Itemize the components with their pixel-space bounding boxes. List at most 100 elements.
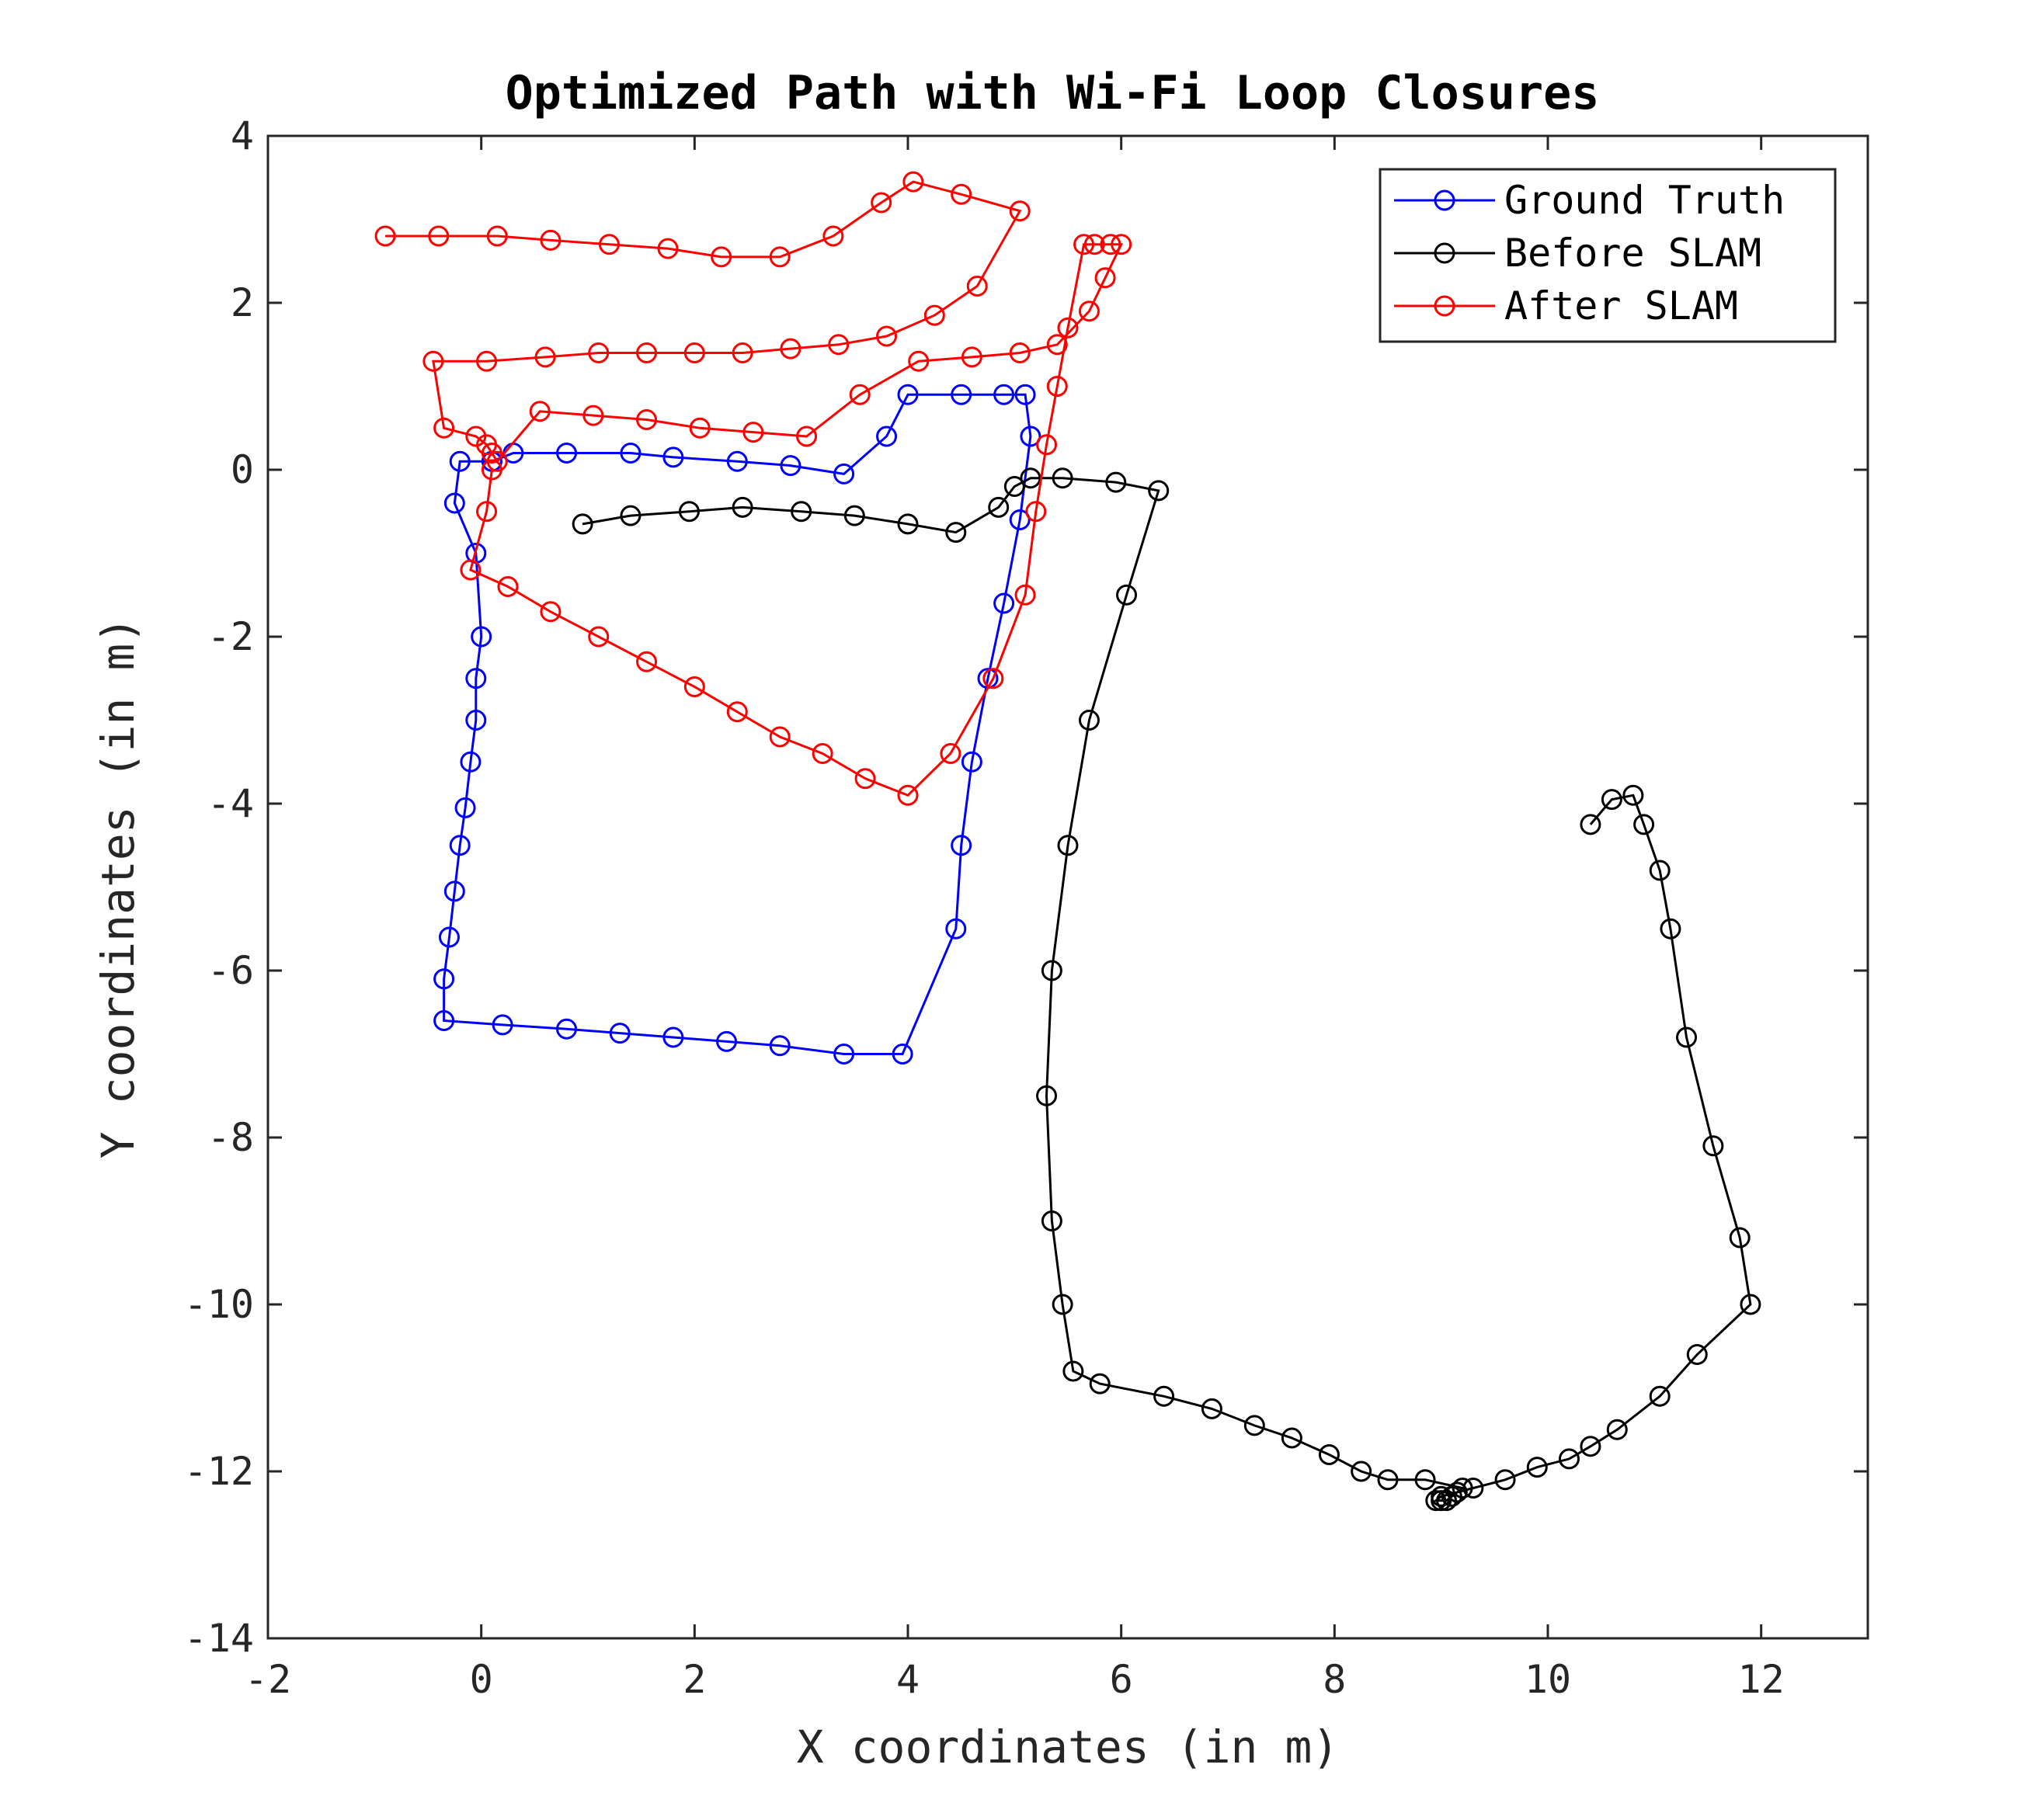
- data-point-before-slam: [1105, 471, 1127, 493]
- series-line-ground-truth: [443, 393, 1032, 1055]
- data-point-before-slam: [1020, 467, 1041, 489]
- data-point-after-slam: [1094, 267, 1116, 289]
- data-point-after-slam: [598, 234, 620, 255]
- data-point-ground-truth: [449, 450, 471, 472]
- plot-area: -2 0 2 4 6 8 10 12 -14 -12 -10 -8 -6 -4 -2 0 2 4: [184, 113, 1869, 1702]
- data-point-after-slam: [588, 342, 610, 363]
- data-point-before-slam: [1649, 1385, 1671, 1407]
- data-point-after-slam: [497, 576, 519, 597]
- data-point-before-slam: [1425, 1490, 1447, 1512]
- data-point-ground-truth: [726, 450, 748, 472]
- y-tick-label: -2: [207, 614, 254, 659]
- data-point-before-slam: [1052, 1294, 1073, 1315]
- data-point-before-slam: [1436, 1490, 1458, 1512]
- data-point-before-slam: [1740, 1294, 1761, 1315]
- data-point-before-slam: [1351, 1461, 1372, 1482]
- legend: Ground Truth Before SLAM After SLAM: [1379, 168, 1837, 343]
- data-point-before-slam: [1041, 960, 1062, 981]
- data-point-before-slam: [1041, 1210, 1062, 1231]
- data-point-after-slam: [433, 417, 455, 439]
- data-point-after-slam: [961, 346, 982, 368]
- data-point-after-slam: [854, 768, 876, 790]
- data-point-before-slam: [572, 513, 593, 535]
- data-point-before-slam: [1660, 918, 1681, 940]
- legend-item-ground-truth: Ground Truth: [1394, 178, 1785, 223]
- legend-label: Ground Truth: [1504, 178, 1785, 223]
- data-point-after-slam: [1014, 584, 1036, 606]
- data-point-before-slam: [843, 505, 865, 526]
- data-point-before-slam: [1580, 814, 1601, 835]
- x-tick-label: 2: [683, 1657, 706, 1702]
- data-point-before-slam: [988, 496, 1010, 518]
- data-point-after-slam: [897, 784, 919, 806]
- data-point-after-slam: [529, 401, 551, 422]
- data-point-after-slam: [1073, 234, 1095, 255]
- data-point-ground-truth: [662, 446, 684, 468]
- x-tick-label: -2: [245, 1657, 291, 1702]
- data-point-ground-truth: [443, 492, 465, 514]
- legend-item-before-slam: Before SLAM: [1394, 231, 1761, 276]
- legend-marker: [1434, 189, 1455, 211]
- data-point-after-slam: [908, 350, 930, 372]
- data-point-after-slam: [1046, 376, 1068, 397]
- data-point-after-slam: [849, 384, 871, 405]
- data-point-ground-truth: [1014, 384, 1036, 405]
- y-tick-label: -6: [207, 948, 254, 993]
- data-point-before-slam: [1526, 1457, 1548, 1478]
- data-point-before-slam: [1729, 1227, 1751, 1249]
- data-point-after-slam: [732, 342, 753, 363]
- data-point-before-slam: [1052, 467, 1073, 489]
- data-point-ground-truth: [945, 918, 967, 940]
- data-point-before-slam: [1462, 1478, 1484, 1499]
- data-point-after-slam: [534, 346, 556, 368]
- data-point-after-slam: [476, 350, 498, 372]
- data-point-ground-truth: [833, 1044, 855, 1065]
- data-point-before-slam: [732, 496, 753, 518]
- data-point-before-slam: [1281, 1427, 1302, 1449]
- data-point-ground-truth: [465, 710, 487, 731]
- data-point-after-slam: [923, 304, 945, 326]
- data-point-after-slam: [1036, 434, 1058, 456]
- data-point-before-slam: [1078, 710, 1100, 731]
- data-point-after-slam: [1111, 234, 1132, 255]
- chart-title: Optimized Path with Wi-Fi Loop Closures: [506, 66, 1600, 120]
- x-tick-label: 10: [1525, 1657, 1571, 1702]
- data-point-before-slam: [1686, 1344, 1708, 1365]
- data-point-after-slam: [1009, 342, 1031, 363]
- data-point-before-slam: [1003, 476, 1025, 497]
- data-point-after-slam: [1078, 300, 1100, 322]
- y-tick-label: -4: [207, 781, 254, 826]
- data-point-after-slam: [726, 701, 748, 723]
- y-tick-label: -12: [184, 1449, 254, 1494]
- x-tick-label: 0: [470, 1657, 493, 1702]
- y-axis-label: Y coordinates (in m): [92, 617, 144, 1158]
- data-point-ground-truth: [769, 1035, 791, 1057]
- data-point-after-slam: [486, 225, 508, 247]
- data-point-ground-truth: [780, 455, 801, 477]
- legend-label: After SLAM: [1504, 283, 1738, 328]
- data-point-after-slam: [769, 246, 791, 268]
- data-point-ground-truth: [876, 425, 898, 447]
- data-point-after-slam: [982, 668, 1004, 689]
- data-point-before-slam: [1494, 1469, 1516, 1491]
- series-after-slam: [374, 171, 1132, 806]
- data-point-before-slam: [1057, 835, 1079, 856]
- data-point-ground-truth: [609, 1023, 631, 1044]
- data-point-ground-truth: [833, 463, 855, 485]
- data-point-before-slam: [1676, 1026, 1698, 1048]
- data-point-ground-truth: [1020, 425, 1041, 447]
- data-point-before-slam: [1414, 1469, 1436, 1491]
- data-point-after-slam: [1057, 317, 1079, 339]
- data-point-before-slam: [1243, 1415, 1265, 1436]
- data-point-after-slam: [657, 238, 679, 259]
- data-point-after-slam: [769, 726, 791, 748]
- data-point-after-slam: [683, 676, 705, 697]
- data-point-before-slam: [678, 501, 700, 523]
- data-point-before-slam: [1622, 784, 1644, 806]
- data-point-ground-truth: [897, 384, 919, 405]
- x-tick-label: 6: [1110, 1657, 1133, 1702]
- data-point-ground-truth: [620, 443, 642, 464]
- data-point-before-slam: [1606, 1419, 1628, 1440]
- data-point-before-slam: [1649, 860, 1671, 881]
